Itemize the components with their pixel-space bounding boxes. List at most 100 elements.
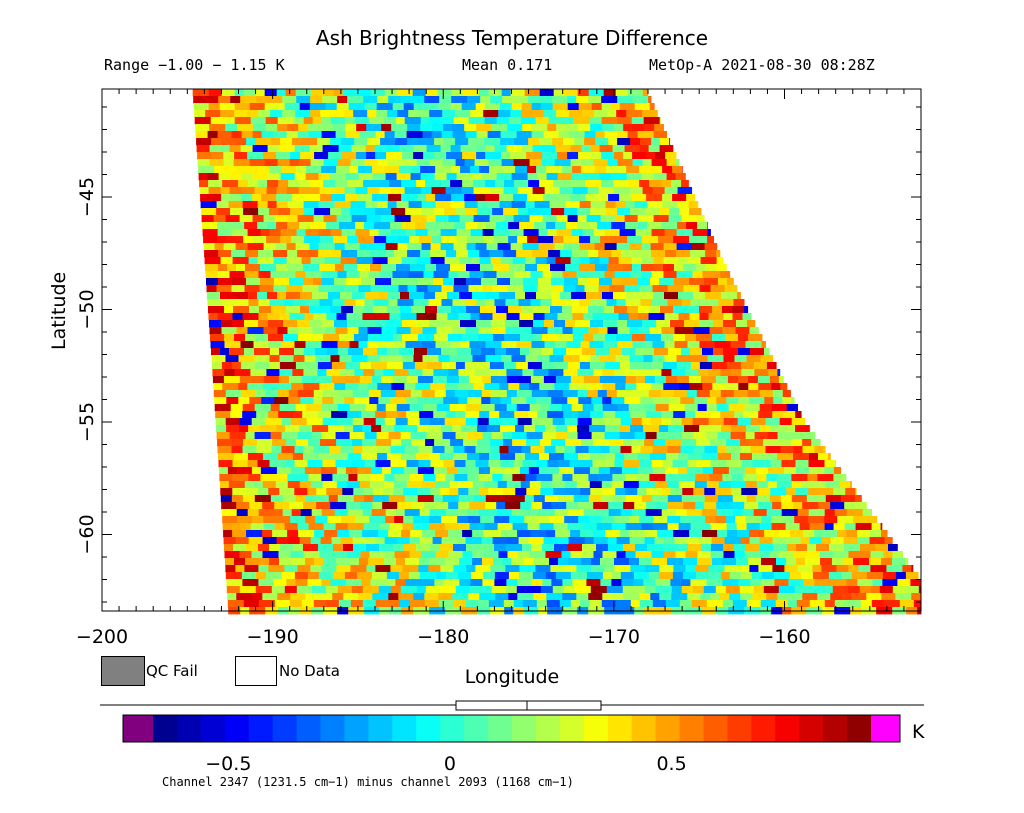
swath-pixel: [249, 306, 260, 314]
swath-pixel: [464, 201, 478, 209]
swath-pixel: [237, 516, 253, 524]
swath-pixel: [779, 439, 792, 447]
swath-pixel: [202, 222, 218, 230]
swath-pixel: [716, 404, 730, 412]
swath-pixel: [721, 425, 732, 433]
swath-pixel: [808, 467, 825, 475]
swath-pixel: [899, 600, 915, 608]
swath-pixel: [652, 523, 668, 531]
swath-pixel: [599, 173, 611, 181]
swath-pixel: [590, 320, 604, 328]
swath-pixel: [588, 495, 602, 503]
swath-pixel: [308, 439, 321, 447]
swath-pixel: [396, 201, 409, 209]
swath-pixel: [294, 145, 310, 153]
swath-pixel: [332, 474, 349, 482]
swath-pixel: [640, 299, 652, 307]
swath-pixel: [575, 285, 585, 293]
swath-pixel: [690, 579, 707, 587]
swath-pixel: [588, 474, 598, 482]
swath-pixel: [232, 313, 243, 321]
swath-pixel: [420, 124, 433, 132]
swath-pixel: [446, 250, 457, 258]
swath-pixel: [347, 551, 361, 559]
swath-pixel: [405, 558, 420, 566]
swath-pixel: [358, 341, 368, 349]
swath-pixel: [303, 383, 320, 391]
swath-pixel: [740, 453, 753, 461]
swath-pixel: [322, 481, 338, 489]
swath-pixel: [469, 523, 485, 531]
swath-pixel: [311, 432, 322, 440]
swath-pixel: [833, 488, 846, 496]
swath-pixel: [691, 600, 708, 608]
swath-pixel: [447, 313, 459, 321]
swath-pixel: [358, 383, 368, 391]
swath-pixel: [465, 131, 477, 139]
swath-pixel: [681, 180, 689, 188]
swath-pixel: [786, 425, 796, 433]
swath-pixel: [417, 397, 428, 405]
swath-pixel: [580, 488, 591, 496]
swath-pixel: [346, 313, 363, 321]
swath-pixel: [375, 278, 392, 286]
swath-pixel: [479, 313, 493, 321]
swath-pixel: [478, 544, 495, 552]
swath-pixel: [370, 467, 383, 475]
swath-pixel: [218, 278, 233, 286]
swath-pixel: [267, 313, 280, 321]
swath-pixel: [285, 425, 300, 433]
swath-pixel: [358, 593, 373, 601]
swath-pixel: [740, 572, 753, 580]
swath-pixel: [296, 229, 306, 237]
swath-pixel: [366, 152, 376, 160]
colorbar-segment: [775, 715, 800, 742]
swath-pixel: [590, 145, 600, 153]
swath-pixel: [435, 530, 449, 538]
swath-pixel: [505, 586, 518, 594]
swath-pixel: [274, 103, 286, 111]
swath-pixel: [269, 544, 281, 552]
swath-pixel: [233, 159, 250, 167]
swath-pixel: [249, 397, 262, 405]
swath-pixel: [785, 537, 801, 545]
swath-pixel: [428, 299, 442, 307]
swath-pixel: [396, 173, 411, 181]
swath-pixel: [305, 404, 323, 412]
swath-pixel: [390, 187, 405, 195]
swath-pixel: [372, 495, 390, 503]
swath-pixel: [340, 537, 353, 545]
swath-pixel: [635, 551, 652, 559]
swath-pixel: [442, 110, 456, 118]
swath-pixel: [734, 544, 747, 552]
swath-pixel: [726, 516, 736, 524]
swath-pixel: [457, 572, 472, 580]
swath-pixel: [637, 488, 647, 496]
swath-pixel: [397, 411, 407, 419]
swath-pixel: [367, 327, 382, 335]
swath-pixel: [716, 257, 724, 265]
swath-pixel: [213, 383, 223, 391]
swath-pixel: [487, 425, 501, 433]
swath-pixel: [240, 96, 257, 104]
swath-pixel: [336, 215, 352, 223]
swath-pixel: [290, 208, 305, 216]
swath-pixel: [264, 89, 278, 97]
swath-pixel: [309, 145, 323, 153]
swath-pixel: [231, 229, 248, 237]
swath-pixel: [212, 194, 222, 202]
swath-pixel: [376, 439, 392, 447]
swath-pixel: [678, 292, 694, 300]
swath-pixel: [494, 236, 509, 244]
swath-pixel: [216, 201, 229, 209]
swath-pixel: [645, 509, 663, 517]
swath-pixel: [871, 523, 881, 531]
swath-pixel: [626, 166, 640, 174]
swath-pixel: [770, 425, 787, 433]
swath-pixel: [268, 334, 284, 342]
swath-pixel: [820, 558, 833, 566]
swath-pixel: [483, 236, 495, 244]
swath-pixel: [292, 194, 308, 202]
swath-pixel: [593, 439, 610, 447]
swath-pixel: [344, 397, 355, 405]
